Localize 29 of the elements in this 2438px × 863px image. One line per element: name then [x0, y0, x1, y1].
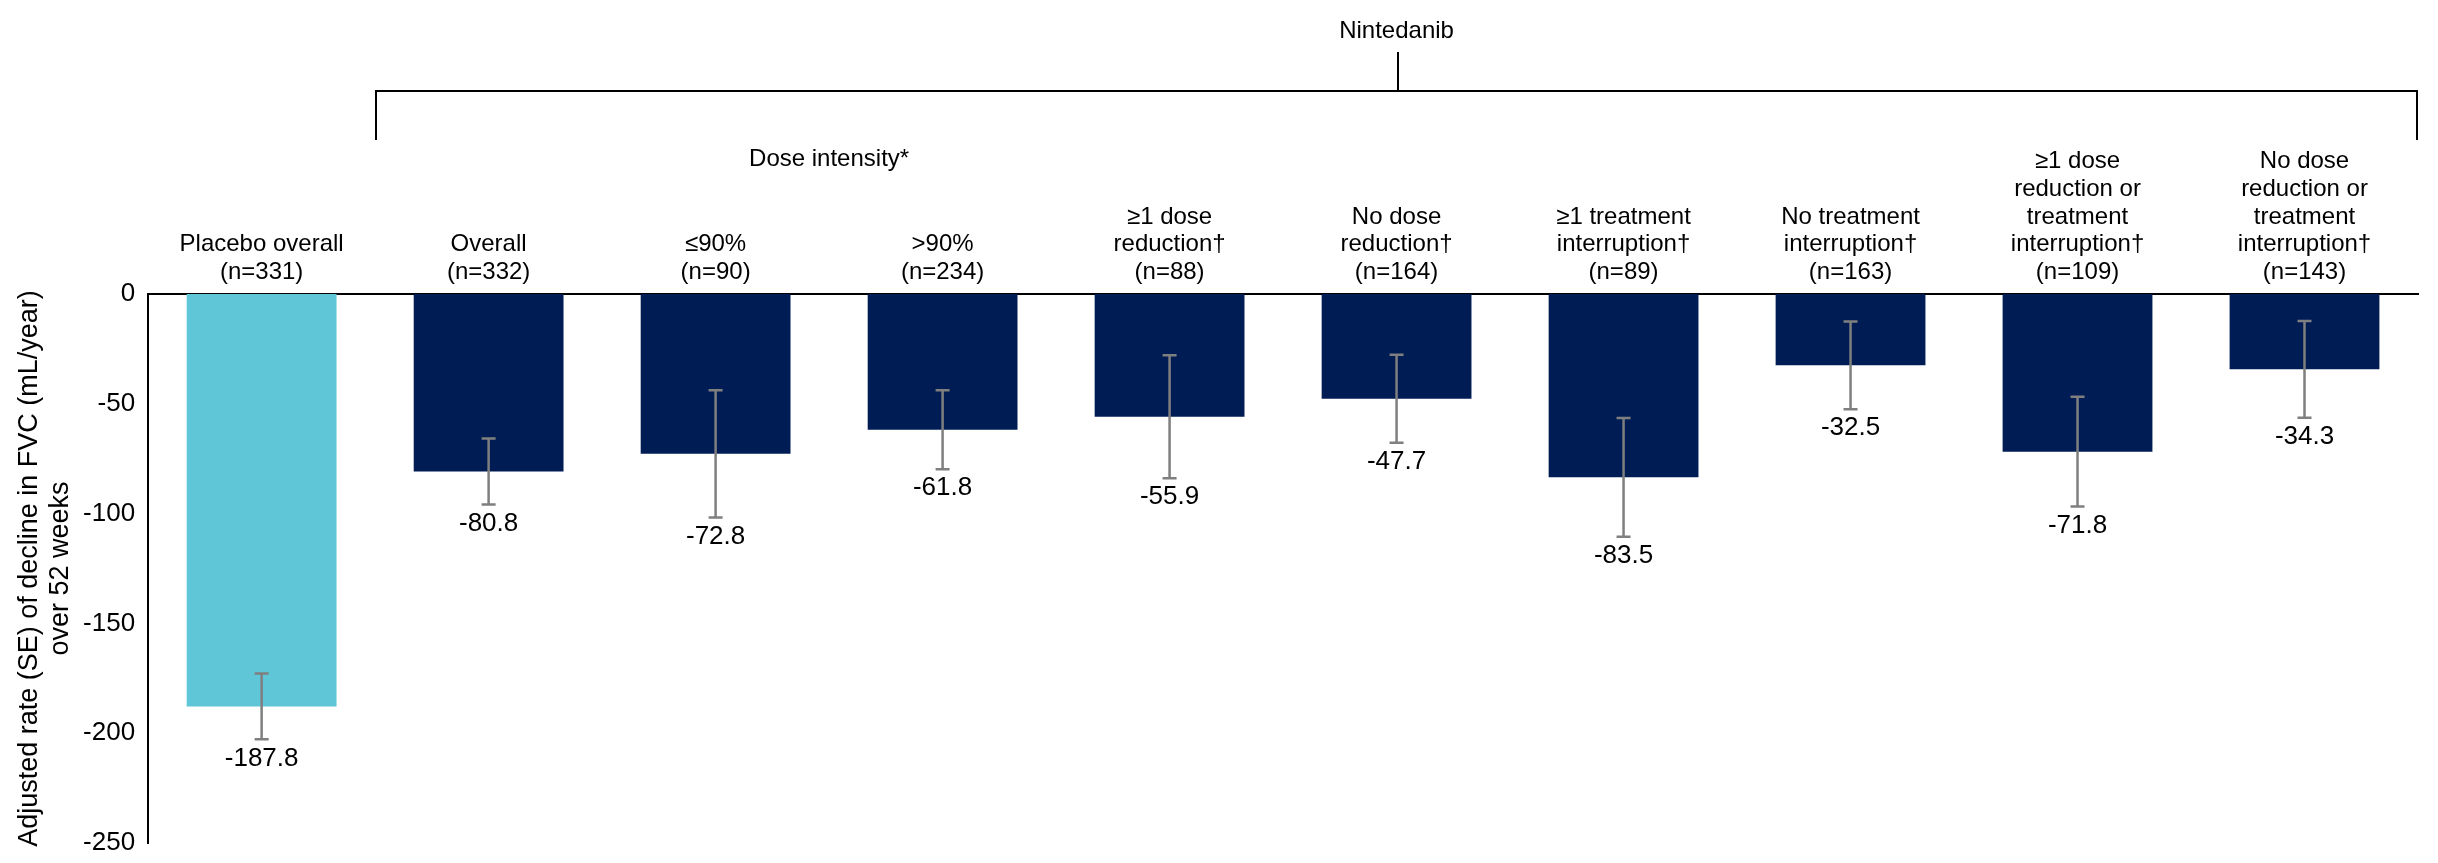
- y-tick-label: -50: [97, 386, 136, 417]
- y-tick-label: -150: [83, 606, 136, 637]
- x-tick-label: ≥1 treatment interruption† (n=89): [1556, 201, 1692, 284]
- data-label: -47.7: [1366, 444, 1427, 475]
- x-tick-label: No dose reduction or treatment interruption† (n=143): [2237, 146, 2372, 284]
- x-tick-label: No treatment interruption† (n=163): [1781, 201, 1921, 284]
- y-axis-title: Adjusted rate (SE) of decline in FVC (mL/year) over 52 weeks: [12, 290, 75, 847]
- x-tick-label: ≥1 dose reduction† (n=88): [1113, 201, 1226, 284]
- x-tick-label: Placebo overall (n=331): [179, 229, 344, 284]
- x-tick-label: No dose reduction† (n=164): [1340, 201, 1453, 284]
- y-tick-label: -250: [83, 826, 136, 857]
- data-label: -72.8: [685, 519, 746, 550]
- data-label: -34.3: [2274, 419, 2335, 450]
- y-tick-label: 0: [120, 277, 136, 308]
- y-tick-label: -100: [83, 496, 136, 527]
- x-tick-label: ≥1 dose reduction or treatment interruption† (n=109): [2010, 146, 2145, 284]
- text: Dose intensity*: [749, 144, 910, 172]
- data-label: -71.8: [2047, 508, 2108, 539]
- text: Nintedanib: [1339, 16, 1454, 44]
- data-label: -32.5: [1820, 411, 1881, 442]
- data-label: -61.8: [912, 471, 973, 502]
- x-tick-label: >90% (n=234): [900, 229, 985, 284]
- y-tick-label: -200: [83, 716, 136, 747]
- data-label: -80.8: [458, 506, 519, 537]
- data-label: -187.8: [224, 741, 299, 772]
- data-label: -55.9: [1139, 480, 1200, 511]
- x-tick-label: ≤90% (n=90): [680, 229, 751, 284]
- x-tick-label: Overall (n=332): [446, 229, 531, 284]
- data-label: -83.5: [1593, 538, 1654, 569]
